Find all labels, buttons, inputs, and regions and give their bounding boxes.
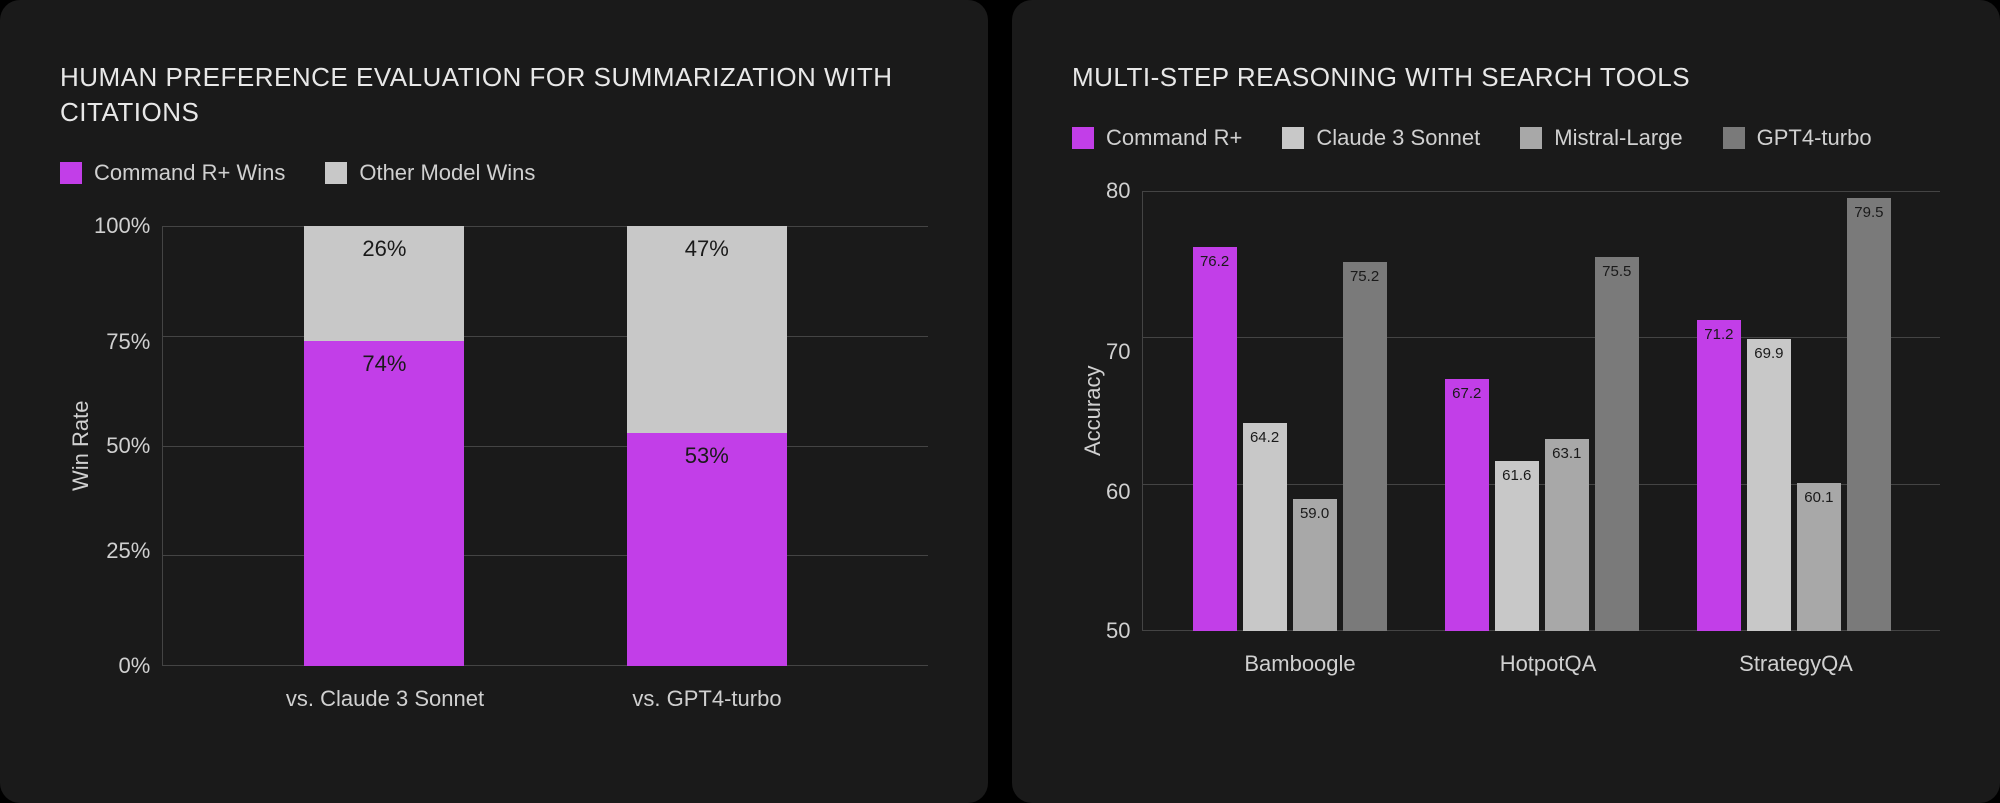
bar-segment-top: 47% <box>627 226 787 433</box>
bar: 59.0 <box>1293 499 1337 631</box>
bar-value-label: 63.1 <box>1552 445 1581 462</box>
bar-value-label: 75.5 <box>1602 263 1631 280</box>
legend-label: Mistral-Large <box>1554 125 1682 151</box>
bar: 61.6 <box>1495 461 1539 631</box>
legend-label: Other Model Wins <box>359 160 535 186</box>
bar-value-label: 75.2 <box>1350 268 1379 285</box>
left-chart-panel: HUMAN PREFERENCE EVALUATION FOR SUMMARIZ… <box>0 0 988 803</box>
legend-item: Other Model Wins <box>325 160 535 186</box>
right-chart-wrapper: Accuracy 80706050 76.264.259.075.267.261… <box>1072 191 1940 677</box>
y-tick-label: 80 <box>1106 180 1130 202</box>
bar-group: 76.2 64.2 59.0 75.2 <box>1193 191 1387 631</box>
bar-segment-bottom: 74% <box>304 341 464 667</box>
legend-label: Claude 3 Sonnet <box>1316 125 1480 151</box>
y-tick-label: 70 <box>1106 341 1130 363</box>
legend-item: GPT4-turbo <box>1723 125 1872 151</box>
right-legend: Command R+ Claude 3 Sonnet Mistral-Large GP… <box>1072 125 1940 151</box>
left-legend: Command R+ Wins Other Model Wins <box>60 160 928 186</box>
bar: 69.9 <box>1747 339 1791 631</box>
y-tick-label: 60 <box>1106 481 1130 503</box>
bar-segment-top: 26% <box>304 226 464 340</box>
x-axis-label: vs. GPT4-turbo <box>546 686 868 712</box>
y-tick-label: 75% <box>106 331 150 353</box>
legend-item: Command R+ Wins <box>60 160 285 186</box>
legend-swatch <box>60 162 82 184</box>
bar-value-label: 59.0 <box>1300 505 1329 522</box>
legend-item: Mistral-Large <box>1520 125 1682 151</box>
y-tick-label: 25% <box>106 540 150 562</box>
y-axis-label: Win Rate <box>60 226 94 666</box>
bar: 71.2 <box>1697 320 1741 631</box>
stacked-bar: 26%74% <box>304 226 464 666</box>
legend-label: Command R+ <box>1106 125 1242 151</box>
bar-value-label: 64.2 <box>1250 429 1279 446</box>
bar-segment-bottom: 53% <box>627 433 787 666</box>
legend-swatch <box>325 162 347 184</box>
x-axis-label: StrategyQA <box>1672 651 1920 677</box>
legend-item: Claude 3 Sonnet <box>1282 125 1480 151</box>
bar: 64.2 <box>1243 423 1287 631</box>
right-chart-panel: MULTI-STEP REASONING WITH SEARCH TOOLS C… <box>1012 0 2000 803</box>
bar-value-label: 76.2 <box>1200 253 1229 270</box>
left-chart-wrapper: Win Rate 100%75%50%25%0% 26%74%47%53% vs… <box>60 226 928 712</box>
y-ticks: 100%75%50%25%0% <box>94 226 162 666</box>
bar: 63.1 <box>1545 439 1589 631</box>
y-tick-label: 50% <box>106 435 150 457</box>
bar-value-label: 67.2 <box>1452 385 1481 402</box>
y-tick-label: 50 <box>1106 620 1130 642</box>
legend-label: Command R+ Wins <box>94 160 285 186</box>
bar: 60.1 <box>1797 483 1841 631</box>
bar: 67.2 <box>1445 379 1489 631</box>
legend-swatch <box>1520 127 1542 149</box>
right-chart-title: MULTI-STEP REASONING WITH SEARCH TOOLS <box>1072 60 1940 95</box>
bar-value-label: 61.6 <box>1502 467 1531 484</box>
right-plot-area: 76.2 64.2 59.0 75.2 67.2 61.6 63.1 75.5 71.2 69.9… <box>1142 191 1940 631</box>
x-axis-label: vs. Claude 3 Sonnet <box>224 686 546 712</box>
bar-group: 71.2 69.9 60.1 79.5 <box>1697 191 1891 631</box>
bar: 76.2 <box>1193 247 1237 631</box>
bar: 75.2 <box>1343 262 1387 632</box>
bar-value-label: 60.1 <box>1804 489 1833 506</box>
bar-value-label: 69.9 <box>1754 345 1783 362</box>
legend-swatch <box>1282 127 1304 149</box>
bar-value-label: 71.2 <box>1704 326 1733 343</box>
x-axis-label: Bamboogle <box>1176 651 1424 677</box>
bar-value-label: 79.5 <box>1854 204 1883 221</box>
bar-group: 67.2 61.6 63.1 75.5 <box>1445 191 1639 631</box>
x-axis-label: HotpotQA <box>1424 651 1672 677</box>
y-tick-label: 0% <box>118 655 150 677</box>
stacked-bar: 47%53% <box>627 226 787 666</box>
legend-swatch <box>1723 127 1745 149</box>
y-ticks: 80706050 <box>1106 191 1142 631</box>
left-plot-area: 26%74% 47%53% <box>162 226 928 666</box>
y-axis-label: Accuracy <box>1072 191 1106 631</box>
y-tick-label: 100% <box>94 215 150 237</box>
legend-item: Command R+ <box>1072 125 1242 151</box>
bar: 75.5 <box>1595 257 1639 631</box>
legend-label: GPT4-turbo <box>1757 125 1872 151</box>
legend-swatch <box>1072 127 1094 149</box>
left-chart-title: HUMAN PREFERENCE EVALUATION FOR SUMMARIZ… <box>60 60 928 130</box>
bar: 79.5 <box>1847 198 1891 631</box>
